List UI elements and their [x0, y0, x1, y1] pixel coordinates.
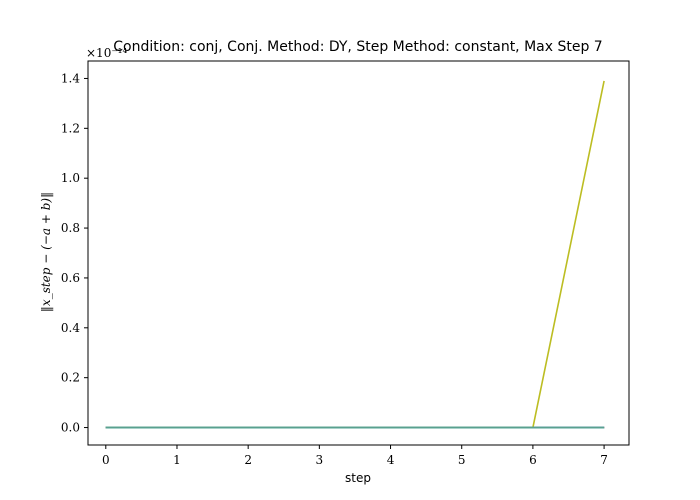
y-axis-ticks: 0.0 0.2 0.4 0.6 0.8 1.0 1.2 1.4 [61, 71, 88, 435]
x-tick-label: 4 [387, 453, 395, 467]
series-layer [105, 80, 605, 429]
y-tick-label: 1.4 [61, 71, 80, 85]
x-axis-label: step [345, 471, 371, 485]
x-axis-ticks: 0 1 2 3 4 5 6 7 [102, 445, 608, 467]
y-axis-label: ‖x_step − (−a + b)‖ [39, 192, 53, 312]
x-tick-label: 1 [173, 453, 181, 467]
x-tick-label: 2 [244, 453, 252, 467]
y-tick-label: 0.4 [61, 321, 80, 335]
y-tick-label: 1.0 [61, 171, 80, 185]
x-tick-label: 6 [529, 453, 537, 467]
series-line-9 [105, 80, 605, 429]
y-tick-label: 0.8 [61, 221, 80, 235]
y-tick-label: 1.2 [61, 121, 80, 135]
y-tick-label: 0.0 [61, 421, 80, 435]
y-axis-offset-label: ×10⁻¹⁴ [86, 46, 127, 60]
x-tick-label: 7 [600, 453, 608, 467]
x-tick-label: 3 [316, 453, 324, 467]
y-tick-label: 0.6 [61, 271, 80, 285]
chart-title: Condition: conj, Conj. Method: DY, Step … [113, 39, 602, 55]
x-tick-label: 0 [102, 453, 110, 467]
x-tick-label: 5 [458, 453, 466, 467]
y-tick-label: 0.2 [61, 371, 80, 385]
axes-frame [87, 60, 630, 446]
